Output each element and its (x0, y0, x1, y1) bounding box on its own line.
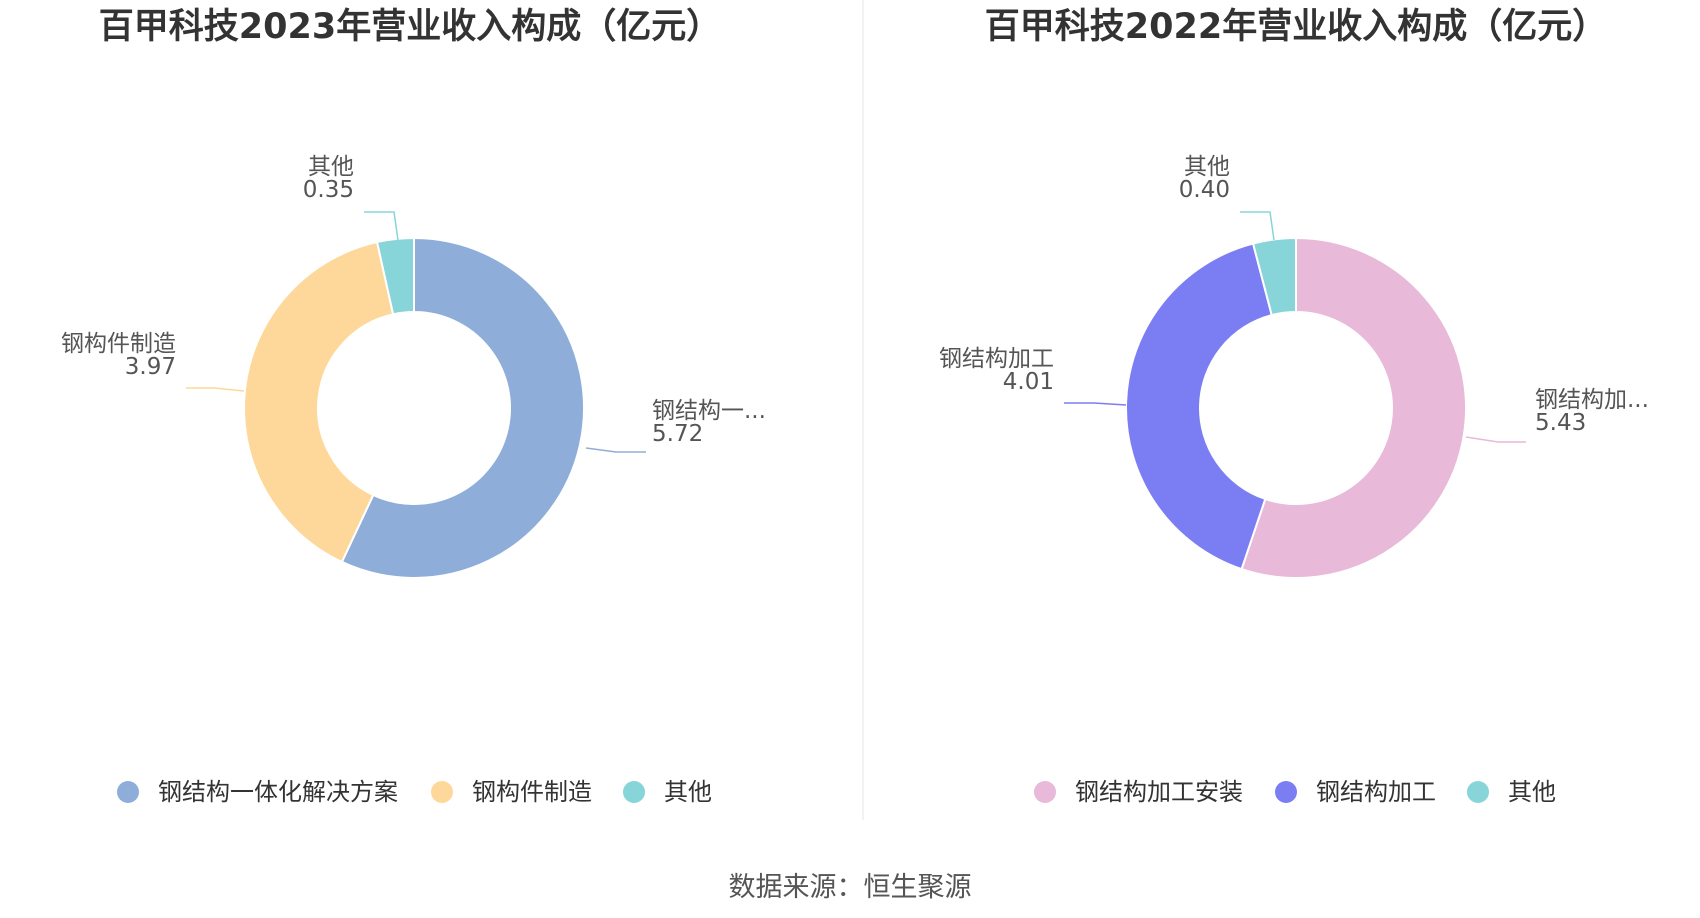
legend-label-2: 其他 (664, 778, 712, 806)
leader-line-1 (186, 387, 245, 392)
slice-label-name-2: 其他 (308, 154, 354, 180)
slice-label-name-2: 其他 (1184, 154, 1230, 180)
slice-label-name-1: 钢构件制造 (61, 331, 176, 357)
donut-slice-0 (340, 236, 585, 579)
slice-label-value-1: 4.01 (1003, 369, 1054, 395)
donut-slice-0 (1240, 236, 1467, 579)
donut-slice-2 (375, 236, 415, 316)
slice-label-name-1: 钢结构加工 (939, 346, 1054, 372)
legend-marker-0 (1034, 781, 1056, 803)
legend-label-0: 钢结构一体化解决方案 (158, 778, 398, 806)
legend-item-1[interactable]: 钢结构加工 (1275, 778, 1436, 806)
leader-line-2 (364, 211, 399, 241)
leader-line-1 (1064, 402, 1127, 406)
slice-label-name-0: 钢结构加... (1535, 387, 1649, 413)
legend-item-1[interactable]: 钢构件制造 (431, 778, 592, 806)
legend-marker-1 (1275, 781, 1297, 803)
slice-label-value-2: 0.35 (303, 177, 354, 203)
legend-item-2[interactable]: 其他 (1467, 778, 1556, 806)
slice-label-value-2: 0.40 (1179, 177, 1230, 203)
donut-slice-1 (1125, 242, 1273, 571)
slice-label-value-0: 5.72 (652, 421, 703, 447)
chart-2023: 百甲科技2023年营业收入构成（亿元） 钢结构一...5.72钢构件制造3.97… (61, 7, 766, 806)
legend-marker-0 (117, 781, 139, 803)
donut-slice-1 (243, 240, 395, 564)
legend-label-0: 钢结构加工安装 (1075, 778, 1243, 806)
legend-marker-1 (431, 781, 453, 803)
leader-line-0 (1465, 436, 1526, 443)
legend-item-0[interactable]: 钢结构加工安装 (1034, 778, 1243, 806)
data-source: 数据来源：恒生聚源 (729, 872, 972, 903)
leader-line-0 (585, 447, 646, 453)
legend-label-1: 钢结构加工 (1316, 778, 1436, 806)
chart-title: 百甲科技2023年营业收入构成（亿元） (99, 7, 721, 47)
legend: 钢结构一体化解决方案 钢构件制造 其他 (117, 778, 712, 806)
donut-slice-2 (1251, 236, 1297, 317)
chart-title: 百甲科技2022年营业收入构成（亿元） (985, 7, 1607, 47)
legend-marker-2 (623, 781, 645, 803)
slice-label-value-0: 5.43 (1535, 410, 1586, 436)
legend: 钢结构加工安装 钢结构加工 其他 (1034, 778, 1556, 806)
legend-label-2: 其他 (1508, 778, 1556, 806)
legend-item-2[interactable]: 其他 (623, 778, 712, 806)
donut-slices (1125, 236, 1467, 579)
slice-label-name-0: 钢结构一... (652, 398, 766, 424)
chart-2022: 百甲科技2022年营业收入构成（亿元） 钢结构加...5.43钢结构加工4.01… (939, 7, 1649, 806)
legend-marker-2 (1467, 781, 1489, 803)
legend-item-0[interactable]: 钢结构一体化解决方案 (117, 778, 398, 806)
donut-slices (243, 236, 585, 579)
slice-label-value-1: 3.97 (125, 354, 176, 380)
leader-line-2 (1240, 211, 1275, 241)
legend-label-1: 钢构件制造 (472, 778, 592, 806)
